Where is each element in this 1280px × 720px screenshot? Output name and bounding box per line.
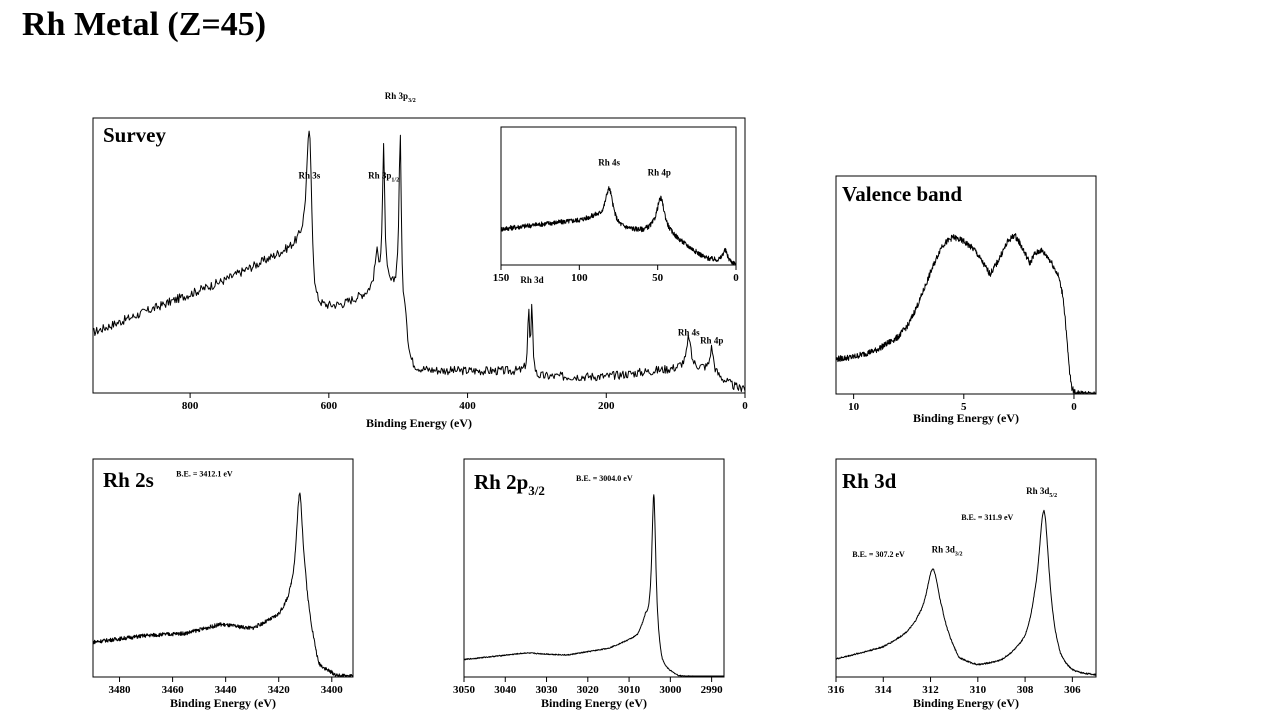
valence-band-chart: 10 5 0 Binding Energy (eV) Valence band <box>835 175 1097 425</box>
survey-inset-tick-label-100: 100 <box>571 272 588 284</box>
survey-inset-tick-label-50: 50 <box>652 272 664 284</box>
valence-band-title: Valence band <box>842 182 962 206</box>
survey-annotation-rh-4p: Rh 4p <box>700 336 723 346</box>
rh-3d-annotation-rh-3d3-2: Rh 3d3/2 <box>932 545 963 558</box>
rh-2p3-2-trace <box>463 494 725 677</box>
valence-band-trace <box>835 233 1097 394</box>
survey-annotation-rh-3p3-2: Rh 3p3/2 <box>385 91 416 104</box>
survey-inset-annotation-rh-4p: Rh 4p <box>648 167 671 177</box>
rh-2p3-2-tick-label-3010: 3010 <box>618 684 641 696</box>
rh-2s-tick-label-3440: 3440 <box>215 684 238 696</box>
rh-2p3-2-title: Rh 2p3/2 <box>474 470 545 498</box>
survey-inset-chart: 150 100 50 0 Rh 4s Rh 4p <box>493 126 739 284</box>
survey-tick-label-400: 400 <box>459 400 476 412</box>
survey-x-axis-label: Binding Energy (eV) <box>366 416 472 430</box>
rh-3d-annotation-rh-3d5-2: Rh 3d5/2 <box>1026 486 1057 499</box>
survey-frame <box>92 117 746 394</box>
valence-band-tick-label-10: 10 <box>848 401 860 413</box>
rh-3d-chart: 316 314 312 310 308 306 Binding Energy (eV) Rh … <box>828 458 1097 710</box>
rh-2s-tick-label-3420: 3420 <box>268 684 291 696</box>
survey-tick-label-600: 600 <box>321 400 338 412</box>
rh-2p3-2-tick-label-2990: 2990 <box>701 684 724 696</box>
rh-2p3-2-frame <box>463 458 725 678</box>
rh-2s-tick-label-3460: 3460 <box>162 684 185 696</box>
rh-2s-trace <box>92 492 354 677</box>
rh-2s-x-axis-label: Binding Energy (eV) <box>170 696 276 710</box>
survey-inset-tick-label-0: 0 <box>733 272 739 284</box>
rh-2p3-2-tick-label-3030: 3030 <box>536 684 559 696</box>
rh-3d-tick-label-312: 312 <box>922 684 939 696</box>
survey-tick-label-0: 0 <box>742 400 748 412</box>
survey-annotation-rh-3d: Rh 3d <box>520 275 543 285</box>
survey-annotation-rh-3p1-2: Rh 3p1/2 <box>368 171 399 184</box>
rh-2p3-2-tick-label-3050: 3050 <box>453 684 476 696</box>
survey-inset-annotation-rh-4s: Rh 4s <box>598 158 620 168</box>
survey-inset-trace <box>500 186 737 265</box>
rh-3d-frame <box>835 458 1097 678</box>
rh-2p3-2-annotation-b-e-3004-0-ev: B.E. = 3004.0 eV <box>576 474 633 483</box>
rh-2p3-2-tick-label-3040: 3040 <box>494 684 517 696</box>
rh-2p3-2-tick-label-3000: 3000 <box>659 684 682 696</box>
rh-2s-frame <box>92 458 354 678</box>
rh-2p3-2-chart: 3050 3040 3030 3020 3010 3000 2990 Binding Ener… <box>453 458 725 710</box>
rh-2s-annotation-b-e-3412-1-ev: B.E. = 3412.1 eV <box>176 469 233 478</box>
survey-inset-frame <box>500 126 737 266</box>
rh-2s-chart: 3480 3460 3440 3420 3400 Binding Energy (eV) R… <box>92 458 354 710</box>
rh-3d-title: Rh 3d <box>842 469 897 493</box>
rh-2s-title: Rh 2s <box>103 468 154 492</box>
rh-3d-tick-label-314: 314 <box>875 684 892 696</box>
rh-2s-tick-label-3480: 3480 <box>109 684 132 696</box>
rh-2p3-2-x-axis-label: Binding Energy (eV) <box>541 696 647 710</box>
rh-2p3-2-tick-label-3020: 3020 <box>577 684 600 696</box>
survey-annotation-rh-4s: Rh 4s <box>678 327 700 337</box>
rh-3d-annotation-b-e-307-2-ev: B.E. = 307.2 eV <box>852 550 905 559</box>
rh-3d-annotation-b-e-311-9-ev: B.E. = 311.9 eV <box>961 513 1013 522</box>
rh-3d-trace <box>835 509 1097 676</box>
rh-3d-tick-label-316: 316 <box>828 684 845 696</box>
rh-3d-tick-label-306: 306 <box>1064 684 1081 696</box>
rh-3d-x-axis-label: Binding Energy (eV) <box>913 696 1019 710</box>
survey-chart: 800 600 400 200 0 Binding Energy (eV) Survey Rh… <box>92 91 748 430</box>
valence-band-x-axis-label: Binding Energy (eV) <box>913 411 1019 425</box>
rh-3d-tick-label-310: 310 <box>970 684 987 696</box>
survey-tick-label-200: 200 <box>598 400 615 412</box>
survey-inset-tick-label-150: 150 <box>493 272 510 284</box>
survey-title: Survey <box>103 123 167 147</box>
rh-2s-tick-label-3400: 3400 <box>321 684 344 696</box>
survey-trace <box>92 130 746 393</box>
page-title: Rh Metal (Z=45) <box>22 6 267 43</box>
valence-band-tick-label-0: 0 <box>1071 401 1077 413</box>
valence-band-tick-label-5: 5 <box>961 401 967 413</box>
valence-band-frame <box>835 175 1097 395</box>
survey-tick-label-800: 800 <box>182 400 199 412</box>
rh-3d-tick-label-308: 308 <box>1017 684 1034 696</box>
survey-annotation-rh-3s: Rh 3s <box>299 171 321 181</box>
